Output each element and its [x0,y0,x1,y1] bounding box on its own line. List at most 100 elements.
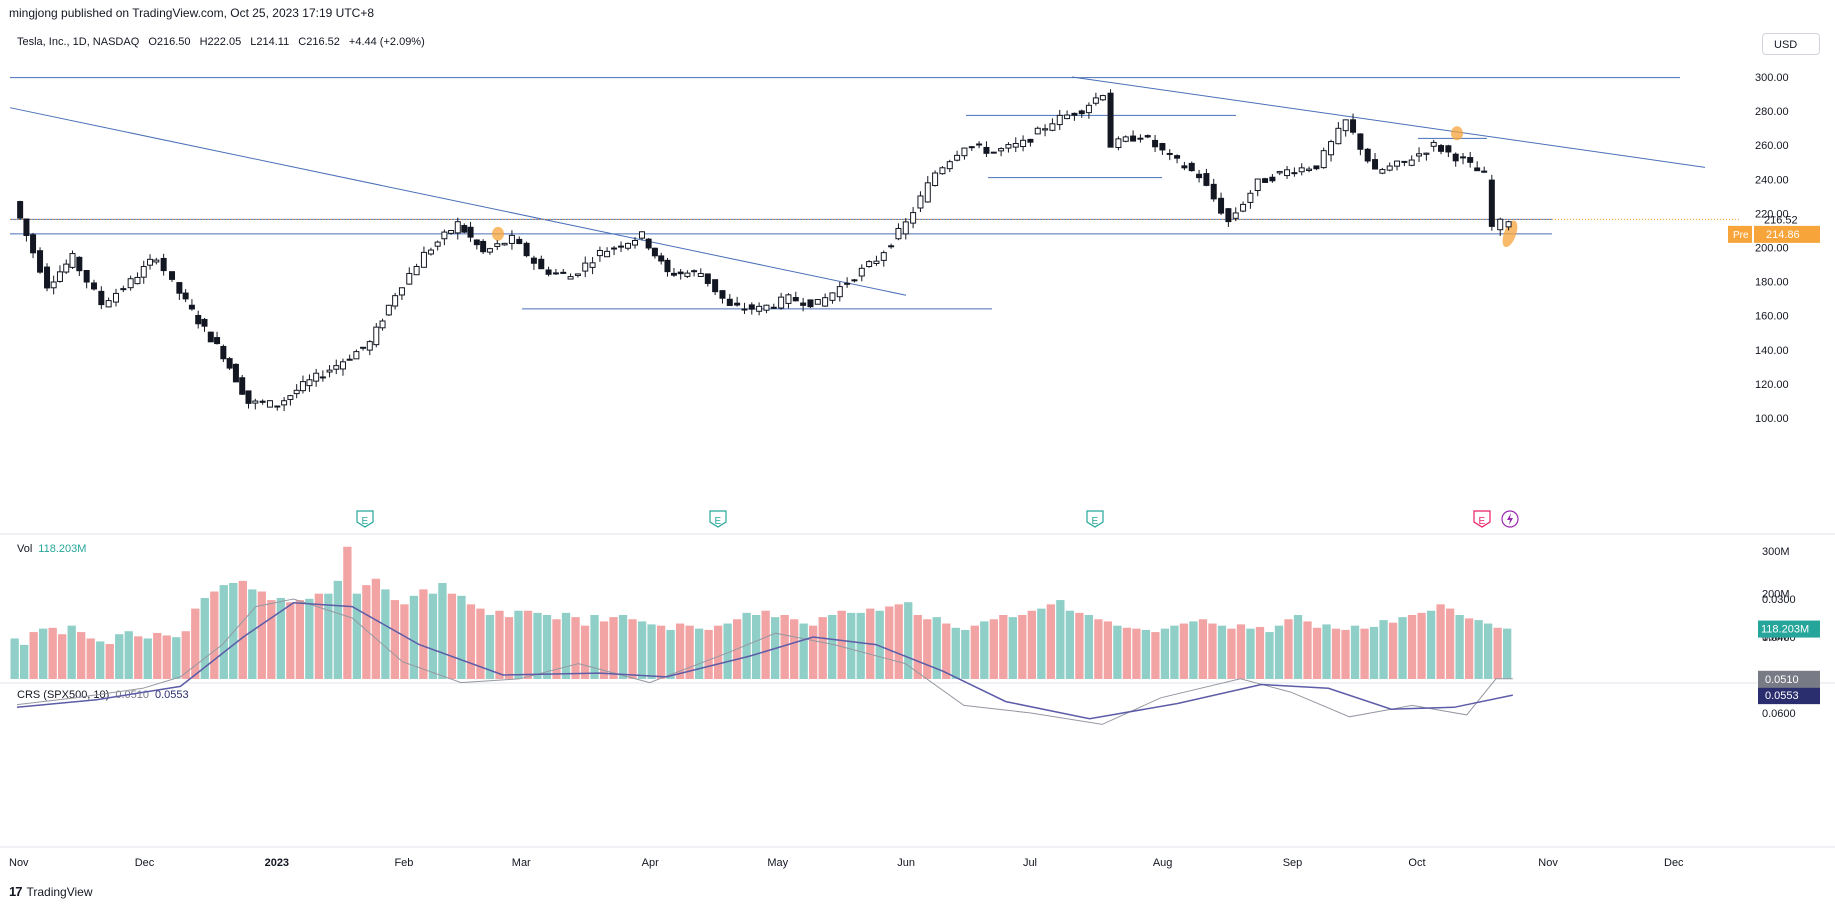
price-tick-label: 260.00 [1755,140,1789,152]
candle-up [946,161,953,170]
candle-down [1438,145,1445,152]
candle-up [1306,168,1313,171]
candle-down [259,400,266,403]
volume-bar [751,615,761,679]
candle-down [1137,137,1144,140]
candle-up [589,262,596,268]
candle-up [582,262,589,272]
candle-down [1350,119,1357,133]
crs-value-bg [1758,670,1820,688]
volume-bar [10,638,19,679]
candle-down [232,363,239,383]
crs-lines [16,598,1513,725]
candle-up [448,230,455,234]
candle-down [1467,157,1474,163]
volume-bar [67,625,76,679]
candle-down [670,272,677,276]
crs-value-b: 0.0553 [154,689,189,701]
candle-down [1181,165,1188,169]
candle-down [17,201,24,219]
candle-down [23,218,30,237]
candle-down [245,390,252,404]
candle-up [105,300,112,308]
candle-up [880,252,887,261]
candle-down [691,270,698,273]
legend-close: C216.52 [298,36,340,48]
volume-bar [1331,628,1341,679]
volume-bar [885,606,894,679]
pre-tag-label: Pre [1733,230,1749,241]
volume-bar [257,591,266,679]
time-axis-label: Nov [1538,857,1558,869]
candle-up [1328,141,1335,156]
candle-up [858,267,865,277]
volume-bar [1084,615,1094,679]
volume-bar [942,623,951,679]
crs-fast-line [16,598,1513,725]
candle-down [545,269,552,275]
candle-up [379,320,386,329]
candle-up [902,221,909,235]
candle-up [1379,169,1386,174]
volume-bar [134,636,143,679]
candle-down [239,377,246,395]
volume-bar [1360,628,1369,679]
volume-bar [780,615,789,679]
candle-up [56,271,63,282]
candle-up [1247,192,1254,203]
volume-bar [381,589,390,679]
candle-down [1210,183,1217,200]
candle-up [508,234,515,244]
volume-bar [1464,618,1474,679]
volume-bar [238,580,247,679]
currency-button[interactable]: USD [1762,33,1820,55]
candle-up [697,272,704,277]
volume-value-label: 118.203M [1761,624,1809,636]
candle-up [873,260,880,264]
candle-down [618,245,625,248]
candle-down [1460,156,1467,159]
candle-down [1357,133,1364,150]
candle-down [1452,153,1459,162]
candle-up [385,304,392,316]
volume-bar [20,644,29,679]
crs-tick-label: 0.0300 [1762,594,1796,606]
volume-bar [923,619,932,679]
candle-down [37,250,44,273]
candle-up [454,221,461,234]
volume-bar [1455,615,1464,679]
candle-down [44,266,51,289]
candle-down [30,234,37,254]
candle-down [538,258,545,270]
volume-bar [86,638,95,679]
candle-down [1027,138,1034,143]
candle-up [866,261,873,268]
candle-up [69,253,76,268]
candle-up [1416,153,1423,157]
candle-up [366,341,373,351]
candle-down [1262,178,1269,183]
candle-down [473,239,480,246]
candle-up [1254,178,1261,192]
symbol-name: Tesla, Inc., 1D, NASDAQ [17,36,140,48]
candle-up [353,351,360,360]
volume-bar [533,612,542,679]
footer: 17 TradingView [9,884,93,899]
candle-down [1474,167,1481,172]
volume-bar [390,600,400,679]
volume-bar [1274,625,1284,679]
time-axis-label: Jun [897,857,915,869]
time-axis-label: Aug [1153,857,1173,869]
volume-bar [352,593,362,679]
volume-bar [143,638,152,679]
volume-bar [1388,622,1398,679]
volume-bar [656,625,666,679]
candle-down [658,255,665,262]
volume-bar [799,623,808,679]
candle-down [220,345,227,360]
candle-down [1144,135,1151,138]
legend-open: O216.50 [148,36,191,48]
volume-bar [1094,619,1103,679]
volume-bar [1113,625,1122,679]
